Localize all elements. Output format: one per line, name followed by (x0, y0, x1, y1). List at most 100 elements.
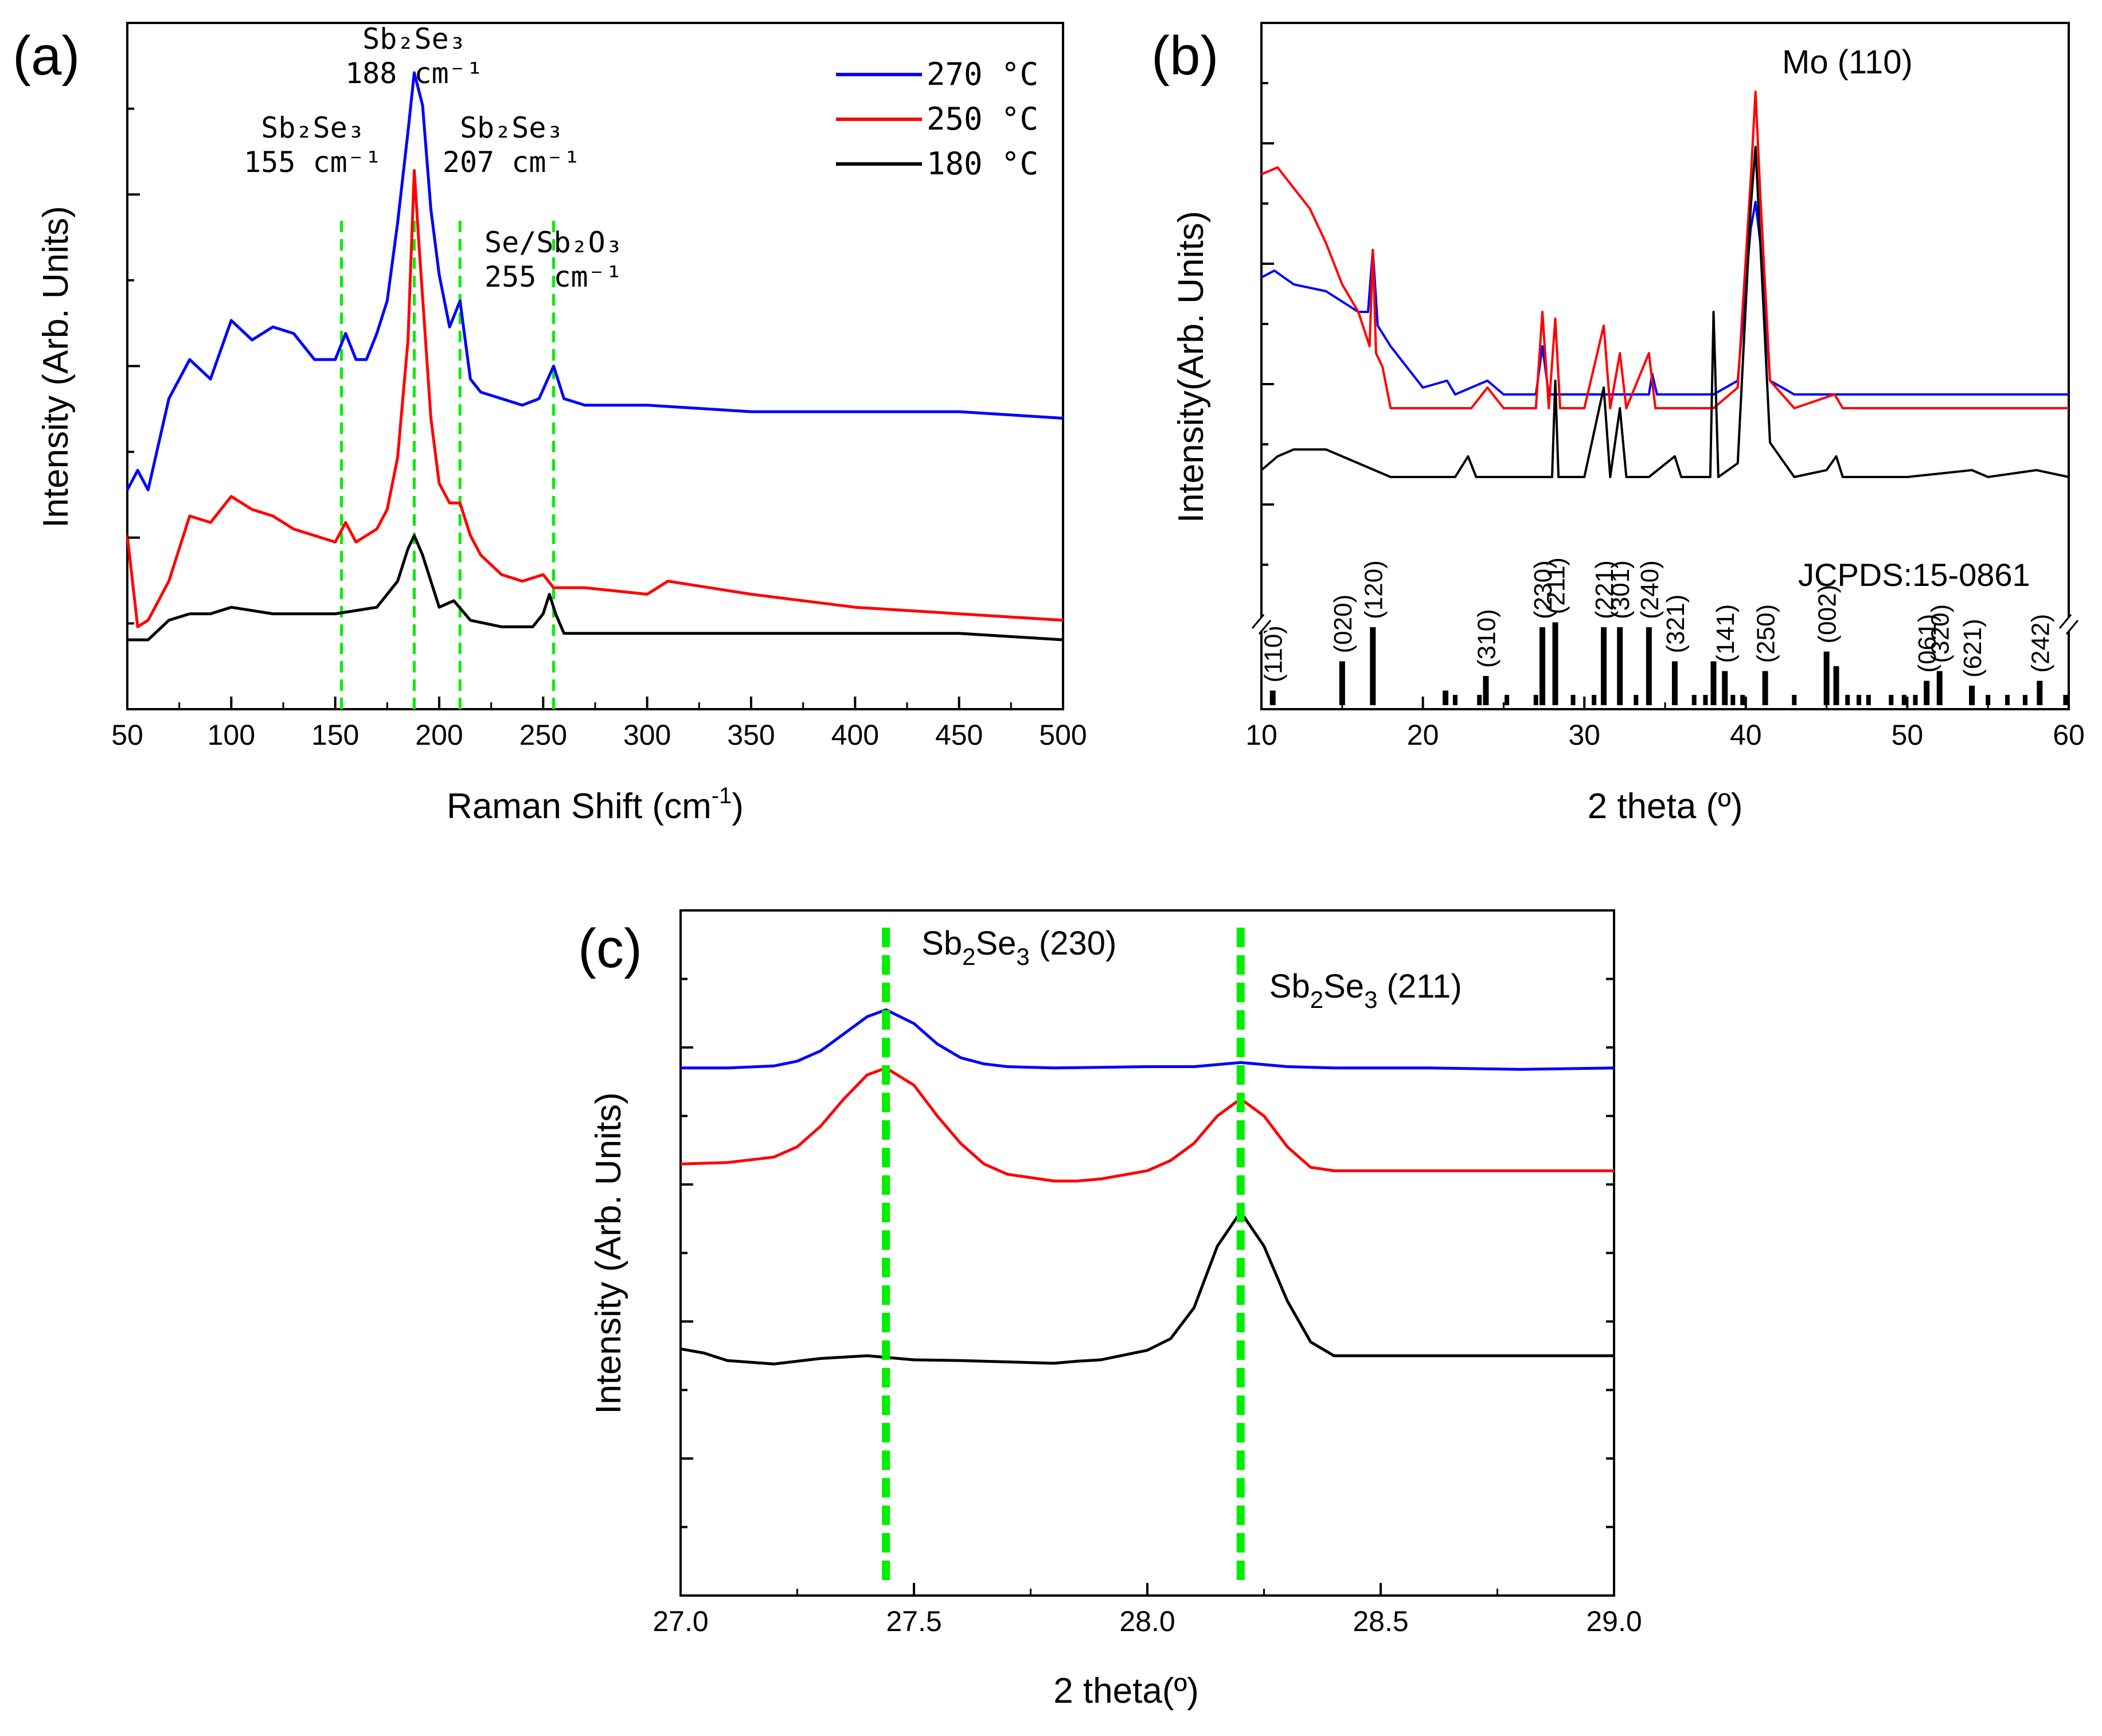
panel-a-x-tick-label: 50 (111, 719, 143, 751)
panel-b-hkl-label: (621) (1959, 619, 1987, 678)
panel-b-hkl-label: (110) (1260, 625, 1288, 682)
panel-b-reference-bar-minor (1477, 695, 1482, 705)
panel-b-annotation-mo110: Mo (110) (1782, 44, 1913, 81)
panel-b-series-250 (1261, 91, 2069, 409)
panel-b-reference-bar (1339, 661, 1345, 705)
panel-b-axis-break-mark (1258, 620, 1272, 635)
panel-b-reference-bar-minor (1792, 695, 1797, 705)
panel-a-legend-entry: 180 °C (927, 146, 1038, 182)
panel-b-reference-bar (1617, 627, 1623, 705)
panel-b-reference-bar-minor (1889, 695, 1894, 705)
panel-c-x-tick-label: 29.0 (1586, 1605, 1642, 1637)
panel-b-xrd-chart: (b) (110)(020)(120)(310)(230)(211) (221)(… (1151, 22, 2085, 826)
panel-b-jcpds-label: JCPDS:15-0861 (1798, 557, 2030, 593)
panel-c-series-270 (681, 1008, 1615, 1071)
panel-b-reference-bar-minor (1592, 695, 1597, 705)
panel-c-xrd-zoom-chart: (c) Sb2Se3 (230) Sb2Se3 (211) 27.0 27.5 28.… (578, 909, 1642, 1711)
panel-b-reference-bar-minor (1505, 695, 1510, 705)
panel-a-legend: 270 °C 250 °C 180 °C (836, 56, 1038, 182)
panel-a-peak-label-name: Sb₂Se₃ (460, 111, 564, 144)
panel-b-reference-bar-minor (1703, 695, 1708, 705)
panel-b-x-tick-label: 40 (1730, 719, 1762, 751)
panel-a-peak-label-wavenumber: 255 cm⁻¹ (485, 260, 623, 294)
panel-b-reference-bar (1483, 676, 1489, 705)
panel-c-plot-frame (679, 909, 1615, 1597)
panel-b-reference-bar-minor (1866, 695, 1871, 705)
panel-b-label: (b) (1151, 25, 1218, 87)
panel-b-hkl-label: (211) (1542, 557, 1570, 614)
panel-b-reference-bar-minor (1901, 695, 1906, 705)
panel-c-x-tick-label: 27.5 (886, 1605, 941, 1637)
panel-a-legend-entry: 250 °C (927, 101, 1038, 137)
panel-a-x-tick-label: 500 (1039, 719, 1087, 751)
panel-b-hkl-label: (242) (2026, 614, 2054, 673)
panel-b-reference-bar (1722, 671, 1728, 705)
panel-c-y-axis-title: Intensity (Arb. Units) (589, 1092, 628, 1414)
panel-b-hkl-label: (320) (1927, 604, 1955, 663)
panel-b-reference-bar-minor (1452, 695, 1458, 705)
panel-b-hkl-label: (321) (1662, 595, 1690, 654)
panel-b-axis-break-mark (2065, 620, 2079, 635)
panel-c-label: (c) (578, 918, 642, 979)
panel-a-series-250 (126, 169, 1064, 628)
panel-b-x-tick-label: 60 (2053, 719, 2085, 751)
panel-a-x-tick-label: 100 (208, 719, 255, 751)
panel-b-reference-bar-minor (1533, 695, 1538, 705)
panel-b-reference-bar (1443, 690, 1449, 705)
panel-b-reference-bar-minor (2005, 695, 2010, 705)
panel-c-x-axis-title: 2 theta(º) (1053, 1671, 1199, 1711)
panel-b-reference-bar (1823, 651, 1830, 705)
panel-b-x-tick-label: 30 (1568, 719, 1600, 751)
panel-b-reference-bar-minor (2022, 695, 2027, 705)
panel-a-x-tick-label: 350 (727, 719, 775, 751)
panel-b-reference-bar-minor (1691, 695, 1697, 705)
panel-a-y-axis-title: Intensity (Arb. Units) (36, 206, 76, 528)
panel-b-hkl-label: (120) (1359, 560, 1388, 619)
panel-b-reference-bar-minor (1730, 695, 1736, 705)
panel-b-reference-bar (1370, 627, 1376, 705)
panel-b-hkl-label: (141) (1712, 604, 1740, 663)
panel-b-reference-bar (1762, 671, 1768, 705)
panel-b-x-tick-label: 50 (1892, 719, 1924, 751)
panel-b-reference-bar (1600, 627, 1607, 705)
panel-b-x-tick-label: 20 (1407, 719, 1439, 751)
panel-b-reference-bar-minor (1845, 695, 1850, 705)
panel-b-hkl-label: (250) (1752, 604, 1780, 663)
panel-b-hkl-label: (020) (1329, 595, 1357, 654)
panel-a-peak-label-wavenumber: 207 cm⁻¹ (443, 146, 581, 179)
panel-a-x-tick-label: 200 (415, 719, 463, 751)
panel-b-reference-bar-minor (1570, 695, 1576, 705)
panel-b-reference-bar-minor (1913, 695, 1918, 705)
panel-c-peak-label: Sb2Se3 (230) (921, 925, 1116, 970)
panel-b-axis-break-mark (2058, 614, 2072, 629)
panel-a-x-tick-label: 450 (935, 719, 983, 751)
panel-b-reference-bar (1646, 627, 1652, 705)
panel-b-reference-bar-minor (1634, 695, 1639, 705)
panel-b-series-180 (1260, 146, 2069, 478)
panel-c-x-tick-label: 27.0 (653, 1605, 708, 1637)
panel-b-reference-bar-minor (1740, 695, 1745, 705)
panel-a-series-180 (127, 534, 1064, 642)
panel-b-hkl-label: (301) (1607, 560, 1635, 619)
panel-b-x-tick-label: 10 (1245, 719, 1277, 751)
panel-a-x-tick-label: 400 (831, 719, 879, 751)
panel-c-series-180 (680, 1210, 1614, 1366)
panel-b-reference-bar (1552, 622, 1558, 705)
panel-b-reference-bar (1924, 681, 1930, 705)
panel-b-reference-bar (1969, 686, 1975, 705)
panel-a-series-270 (126, 71, 1064, 491)
panel-a-peak-label-wavenumber: 155 cm⁻¹ (244, 146, 382, 179)
panel-b-hkl-label: (310) (1472, 609, 1501, 668)
panel-b-hkl-label: (002) (1814, 585, 1842, 644)
panel-b-reference-bar (1539, 627, 1545, 705)
panel-b-reference-bar (1936, 671, 1943, 705)
panel-b-reference-bar (1269, 690, 1276, 705)
panel-b-hkl-label: (221) (1591, 560, 1619, 619)
panel-a-x-tick-label: 150 (311, 719, 359, 751)
panel-b-axis-break-mark (1251, 614, 1265, 629)
panel-a-legend-entry: 270 °C (927, 56, 1038, 92)
panel-b-reference-bar (2037, 681, 2043, 705)
panel-c-peak-label: Sb2Se3 (211) (1269, 968, 1462, 1013)
